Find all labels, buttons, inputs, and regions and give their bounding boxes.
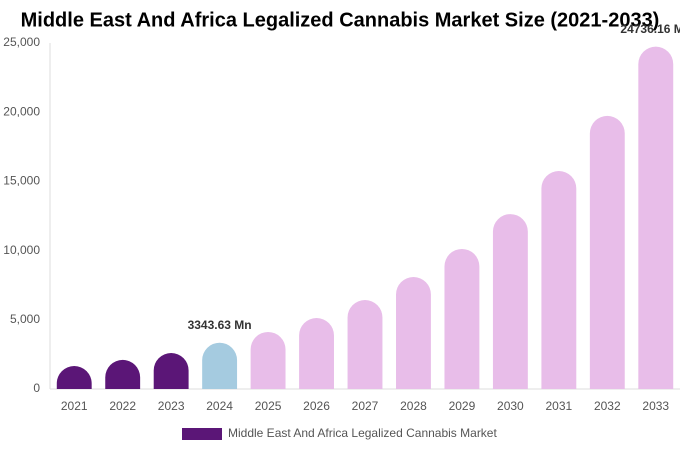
bar (56, 366, 92, 389)
bar (444, 248, 480, 389)
bar (202, 342, 238, 389)
chart-title: Middle East And Africa Legalized Cannabi… (21, 9, 660, 31)
x-tick-label: 2026 (303, 399, 330, 413)
bar (541, 171, 577, 389)
x-tick-label: 2028 (400, 399, 427, 413)
bar (492, 214, 528, 389)
y-tick-label: 15,000 (3, 174, 40, 188)
x-tick-label: 2032 (594, 399, 621, 413)
x-tick-label: 2033 (642, 399, 669, 413)
bar (396, 277, 431, 389)
x-tick-label: 2027 (352, 399, 379, 413)
x-tick-label: 2024 (206, 399, 233, 413)
y-tick-label: 5,000 (10, 312, 40, 326)
data-label: 24736.16 Mn (620, 22, 680, 36)
bar (347, 300, 383, 389)
data-label: 3343.63 Mn (188, 318, 252, 332)
y-tick-label: 25,000 (3, 35, 40, 49)
y-tick-label: 20,000 (3, 104, 40, 118)
x-tick-label: 2030 (497, 399, 524, 413)
bar (105, 359, 141, 389)
x-tick-label: 2022 (109, 399, 136, 413)
bar (299, 318, 334, 389)
x-tick-label: 2031 (545, 399, 572, 413)
x-tick-label: 2021 (61, 399, 88, 413)
x-tick-label: 2025 (255, 399, 282, 413)
legend-label: Middle East And Africa Legalized Cannabi… (228, 426, 497, 440)
x-tick-label: 2023 (158, 399, 185, 413)
bar (250, 331, 286, 389)
bar (589, 115, 625, 390)
y-tick-label: 10,000 (3, 243, 40, 257)
y-tick-label: 0 (33, 381, 40, 395)
bar (153, 353, 189, 389)
legend-swatch (182, 428, 222, 440)
x-tick-label: 2029 (449, 399, 476, 413)
bar (638, 46, 674, 389)
